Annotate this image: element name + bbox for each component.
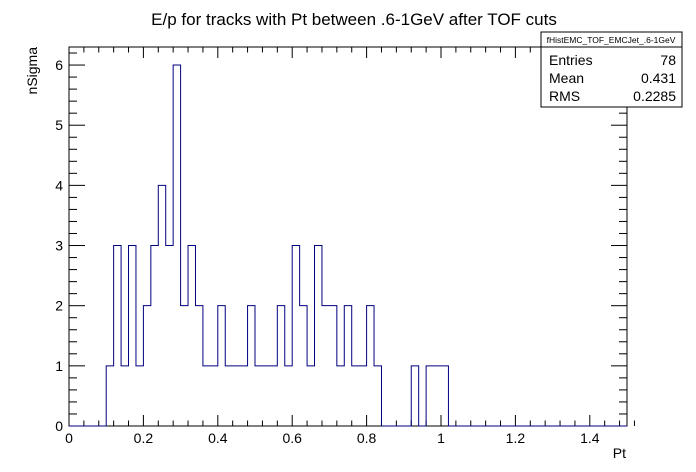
histogram-bin xyxy=(337,366,344,426)
histogram-bin xyxy=(158,185,165,426)
histogram-bin xyxy=(233,366,240,426)
x-tick-label: 1 xyxy=(437,430,445,446)
histogram-bin xyxy=(225,366,232,426)
x-tick-label: 0.6 xyxy=(282,430,302,446)
stats-mean-value: 0.431 xyxy=(641,70,676,86)
x-tick-label: 0.4 xyxy=(208,430,228,446)
histogram-bin xyxy=(277,306,284,426)
stats-box: fHistEMC_TOF_EMCJet_.6-1GeV Entries 78 M… xyxy=(540,31,683,108)
histogram-bin xyxy=(248,306,255,426)
histogram-bin xyxy=(106,366,113,426)
chart-title: E/p for tracks with Pt between .6-1GeV a… xyxy=(151,10,557,29)
y-tick-label: 2 xyxy=(55,298,63,314)
stats-rms-value: 0.2285 xyxy=(633,88,676,104)
histogram-bin xyxy=(121,366,128,426)
histogram-bin xyxy=(218,306,225,426)
histogram-bin xyxy=(203,366,210,426)
histogram-bin xyxy=(426,366,433,426)
histogram-bin xyxy=(292,246,299,426)
y-tick-label: 6 xyxy=(55,57,63,73)
histogram-bin xyxy=(374,366,381,426)
histogram-bin xyxy=(322,306,329,426)
stats-box-title: fHistEMC_TOF_EMCJet_.6-1GeV xyxy=(547,35,676,45)
stats-box-border xyxy=(540,31,683,108)
histogram-bin xyxy=(151,246,158,426)
x-axis-label: Pt xyxy=(613,445,626,461)
histogram-bin xyxy=(181,306,188,426)
histogram-bin xyxy=(255,366,262,426)
histogram-bin xyxy=(166,246,173,426)
stats-entries-label: Entries xyxy=(549,52,593,68)
histogram-bin xyxy=(210,366,217,426)
y-tick-label: 3 xyxy=(55,238,63,254)
x-tick-label: 1.4 xyxy=(580,430,600,446)
y-tick-label: 5 xyxy=(55,117,63,133)
x-tick-labels: 0 0.2 0.4 0.6 0.8 1 1.2 1.4 xyxy=(65,430,600,446)
stats-rms-label: RMS xyxy=(549,88,580,104)
histogram-bin xyxy=(240,366,247,426)
y-tick-label: 1 xyxy=(55,358,63,374)
histogram-bin xyxy=(188,246,195,426)
histogram-bin xyxy=(195,306,202,426)
histogram-bin xyxy=(315,246,322,426)
histogram-bins xyxy=(106,65,448,426)
x-tick-label: 0.8 xyxy=(357,430,377,446)
histogram-bin xyxy=(270,366,277,426)
histogram-bin xyxy=(434,366,441,426)
histogram-bin xyxy=(114,246,121,426)
histogram-bin xyxy=(129,246,136,426)
histogram-bin xyxy=(143,306,150,426)
histogram-bin xyxy=(352,366,359,426)
y-tick-label: 0 xyxy=(55,418,63,434)
histogram-bin xyxy=(173,65,180,426)
x-tick-label: 1.2 xyxy=(506,430,526,446)
y-axis-label: nSigma xyxy=(24,47,40,95)
stats-entries-value: 78 xyxy=(660,52,676,68)
plot-frame xyxy=(68,46,628,427)
stats-mean-label: Mean xyxy=(549,70,584,86)
histogram-bin xyxy=(367,306,374,426)
histogram-bin xyxy=(359,366,366,426)
histogram-bin xyxy=(136,366,143,426)
histogram-bin xyxy=(344,306,351,426)
y-tick-label: 4 xyxy=(55,177,63,193)
histogram-bin xyxy=(441,366,448,426)
histogram-bin xyxy=(300,306,307,426)
histogram-bin xyxy=(411,366,418,426)
histogram-bin xyxy=(329,306,336,426)
y-tick-labels: 0 1 2 3 4 5 6 xyxy=(55,57,63,434)
histogram-bin xyxy=(307,366,314,426)
x-tick-label: 0 xyxy=(65,430,73,446)
histogram-bin xyxy=(285,366,292,426)
histogram-line xyxy=(69,64,627,427)
x-tick-label: 0.2 xyxy=(134,430,154,446)
histogram-bin xyxy=(262,366,269,426)
